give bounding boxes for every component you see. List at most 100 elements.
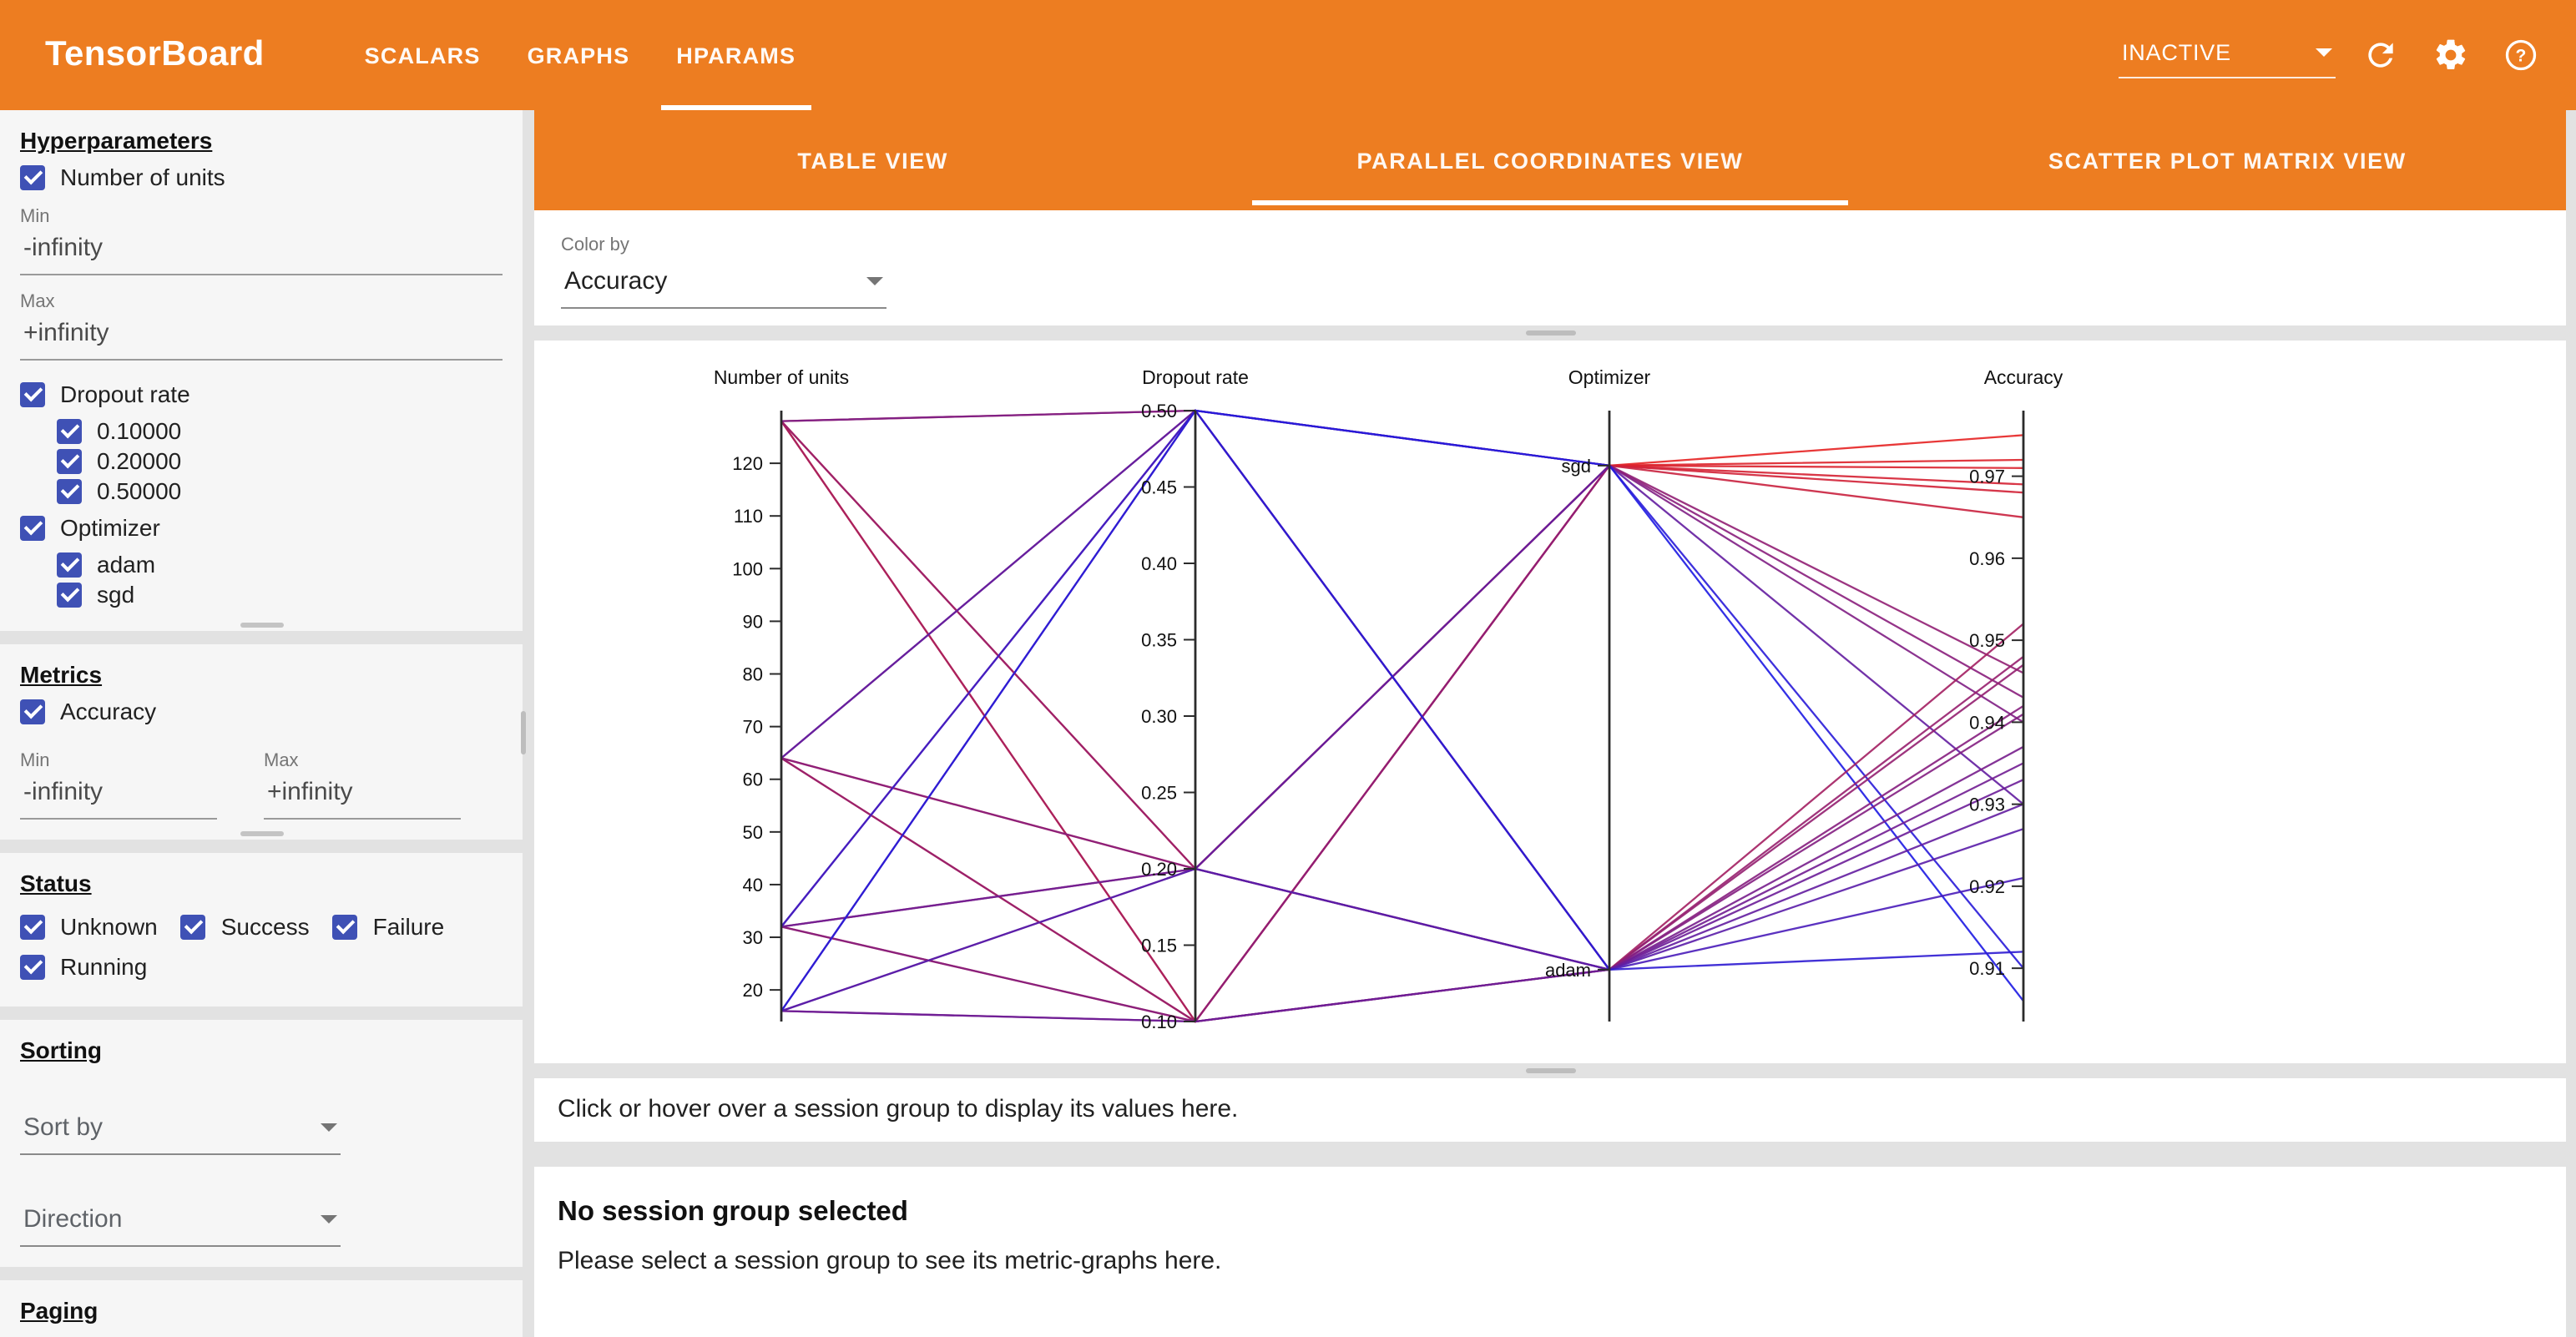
min-label: Min — [20, 751, 50, 771]
svg-text:70: 70 — [743, 717, 763, 738]
hparam-label: Number of units — [60, 164, 225, 190]
checkbox-checked-icon[interactable] — [57, 552, 82, 577]
color-by-value: Accuracy — [564, 267, 668, 295]
tab-scalars[interactable]: SCALARS — [364, 43, 481, 68]
svg-text:50: 50 — [743, 822, 763, 843]
color-by-select[interactable]: Accuracy — [561, 260, 886, 309]
checkbox-checked-icon[interactable] — [20, 954, 45, 979]
svg-text:60: 60 — [743, 769, 763, 790]
panel-resize-handle[interactable] — [240, 831, 283, 836]
panel-resize-handle[interactable] — [1525, 330, 1575, 336]
svg-text:100: 100 — [732, 558, 763, 579]
svg-text:0.92: 0.92 — [1969, 876, 2005, 897]
sorting-heading: Sorting — [20, 1037, 102, 1063]
direction-select[interactable]: Direction — [20, 1198, 341, 1247]
metric-graphs-panel: No session group selected Please select … — [534, 1167, 2566, 1337]
checkbox-checked-icon[interactable] — [57, 418, 82, 443]
accuracy-max-input[interactable]: +infinity — [264, 771, 461, 820]
units-min-input[interactable]: -infinity — [20, 227, 503, 275]
checkbox-checked-icon[interactable] — [20, 164, 45, 189]
dropout-option[interactable]: 0.10000 — [57, 417, 503, 444]
dropout-option[interactable]: 0.20000 — [57, 447, 503, 474]
svg-text:0.96: 0.96 — [1969, 548, 2005, 569]
checkbox-checked-icon[interactable] — [57, 582, 82, 607]
header-actions: INACTIVE ? — [2119, 30, 2546, 80]
svg-text:120: 120 — [732, 453, 763, 474]
panel-resize-handle[interactable] — [1525, 1068, 1575, 1073]
svg-text:80: 80 — [743, 664, 763, 685]
checkbox-checked-icon[interactable] — [20, 699, 45, 724]
tab-graphs[interactable]: GRAPHS — [527, 43, 630, 68]
chevron-down-icon — [321, 1215, 337, 1223]
svg-text:0.25: 0.25 — [1141, 783, 1177, 804]
section-divider — [534, 1063, 2566, 1078]
status-success[interactable]: Success — [180, 913, 310, 940]
status-running[interactable]: Running — [20, 953, 147, 980]
checkbox-checked-icon[interactable] — [20, 914, 45, 939]
svg-text:110: 110 — [734, 506, 763, 527]
checkbox-checked-icon[interactable] — [57, 478, 82, 503]
hyperparameters-panel: Hyperparameters Number of units Min -inf… — [0, 110, 523, 631]
checkbox-checked-icon[interactable] — [332, 914, 358, 939]
svg-text:0.35: 0.35 — [1141, 630, 1177, 651]
svg-text:0.94: 0.94 — [1969, 712, 2005, 733]
optimizer-option[interactable]: sgd — [57, 581, 503, 608]
app-title: TensorBoard — [45, 35, 265, 73]
hparam-dropout-rate[interactable]: Dropout rate — [20, 381, 503, 407]
tab-parallel-coordinates-view[interactable]: PARALLEL COORDINATES VIEW — [1211, 110, 1888, 210]
hparam-optimizer[interactable]: Optimizer — [20, 514, 503, 541]
max-label: Max — [264, 751, 299, 771]
status-unknown[interactable]: Unknown — [20, 913, 158, 940]
svg-text:0.95: 0.95 — [1969, 630, 2005, 651]
metric-label: Accuracy — [60, 698, 157, 724]
metrics-panel: Metrics Accuracy Min -infinity Max +infi… — [0, 644, 523, 840]
optimizer-option[interactable]: adam — [57, 551, 503, 578]
app-header: TensorBoard SCALARS GRAPHS HPARAMS INACT… — [0, 0, 2576, 110]
accuracy-min-input[interactable]: -infinity — [20, 771, 217, 820]
parallel-coordinates-chart[interactable]: Number of units 20 30 40 50 60 70 80 90 100 110 120… — [534, 341, 2566, 1063]
hparam-number-of-units[interactable]: Number of units — [20, 164, 503, 190]
color-by-label: Color by — [561, 235, 629, 255]
tab-table-view[interactable]: TABLE VIEW — [797, 148, 948, 173]
svg-text:0.50: 0.50 — [1141, 401, 1177, 421]
hparam-label: Optimizer — [60, 514, 160, 541]
hover-hint-text: Click or hover over a session group to d… — [558, 1095, 1239, 1123]
svg-text:0.30: 0.30 — [1141, 706, 1177, 727]
svg-text:Accuracy: Accuracy — [1984, 366, 2063, 388]
sort-by-select[interactable]: Sort by — [20, 1107, 341, 1155]
settings-gear-icon[interactable] — [2426, 30, 2476, 80]
direction-value: Direction — [23, 1205, 123, 1234]
color-by-section: Color by Accuracy — [534, 210, 2566, 325]
help-icon[interactable]: ? — [2496, 30, 2546, 80]
svg-text:sgd: sgd — [1562, 456, 1591, 477]
metrics-heading: Metrics — [20, 661, 103, 688]
checkbox-checked-icon[interactable] — [180, 914, 206, 939]
chevron-down-icon — [866, 277, 883, 285]
parallel-coordinates-svg[interactable]: Number of units 20 30 40 50 60 70 80 90 100 110 120… — [548, 344, 2551, 1045]
dropout-option[interactable]: 0.50000 — [57, 477, 503, 504]
max-label: Max — [20, 292, 55, 312]
checkbox-checked-icon[interactable] — [20, 515, 45, 540]
units-max-input[interactable]: +infinity — [20, 312, 503, 361]
sorting-panel: Sorting Sort by Direction — [0, 1020, 523, 1267]
checkbox-checked-icon[interactable] — [20, 381, 45, 406]
view-tabs: TABLE VIEW PARALLEL COORDINATES VIEW SCA… — [534, 110, 2566, 210]
svg-text:90: 90 — [743, 611, 763, 632]
metric-accuracy[interactable]: Accuracy — [20, 698, 503, 724]
session-values-panel: Click or hover over a session group to d… — [534, 1078, 2566, 1142]
reload-status-select[interactable]: INACTIVE — [2119, 33, 2336, 78]
sidebar-resize-handle[interactable] — [521, 711, 526, 754]
svg-text:Number of units: Number of units — [714, 366, 849, 388]
status-failure[interactable]: Failure — [332, 913, 444, 940]
option-label: Running — [60, 953, 148, 980]
tab-scatter-plot-matrix-view[interactable]: SCATTER PLOT MATRIX VIEW — [2048, 148, 2407, 173]
chevron-down-icon — [2316, 48, 2332, 56]
chevron-down-icon — [321, 1123, 337, 1132]
option-label: 0.10000 — [97, 417, 182, 444]
refresh-icon[interactable] — [2356, 30, 2406, 80]
paging-heading: Paging — [20, 1297, 98, 1324]
panel-resize-handle[interactable] — [240, 623, 283, 628]
sort-by-value: Sort by — [23, 1113, 104, 1142]
checkbox-checked-icon[interactable] — [57, 448, 82, 473]
tab-hparams[interactable]: HPARAMS — [653, 0, 819, 110]
